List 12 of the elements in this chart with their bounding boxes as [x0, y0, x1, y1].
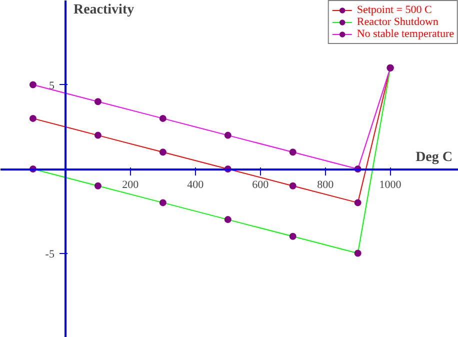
legend-label: No stable temperature — [356, 28, 454, 40]
legend-label: Setpoint = 500 C — [356, 4, 432, 16]
legend-label: Reactor Shutdown — [356, 16, 438, 28]
y-tick-label: -5 — [45, 248, 55, 260]
x-tick-label: 1000 — [379, 179, 402, 191]
y-axis-title: Reactivity — [73, 2, 134, 18]
x-tick-label: 800 — [317, 179, 334, 191]
x-tick-label: 600 — [252, 179, 270, 191]
x-tick-label: 400 — [187, 179, 204, 191]
x-axis-title: Deg C — [416, 150, 453, 165]
y-tick-label: 5 — [48, 80, 55, 92]
x-tick-label: 200 — [122, 179, 140, 191]
